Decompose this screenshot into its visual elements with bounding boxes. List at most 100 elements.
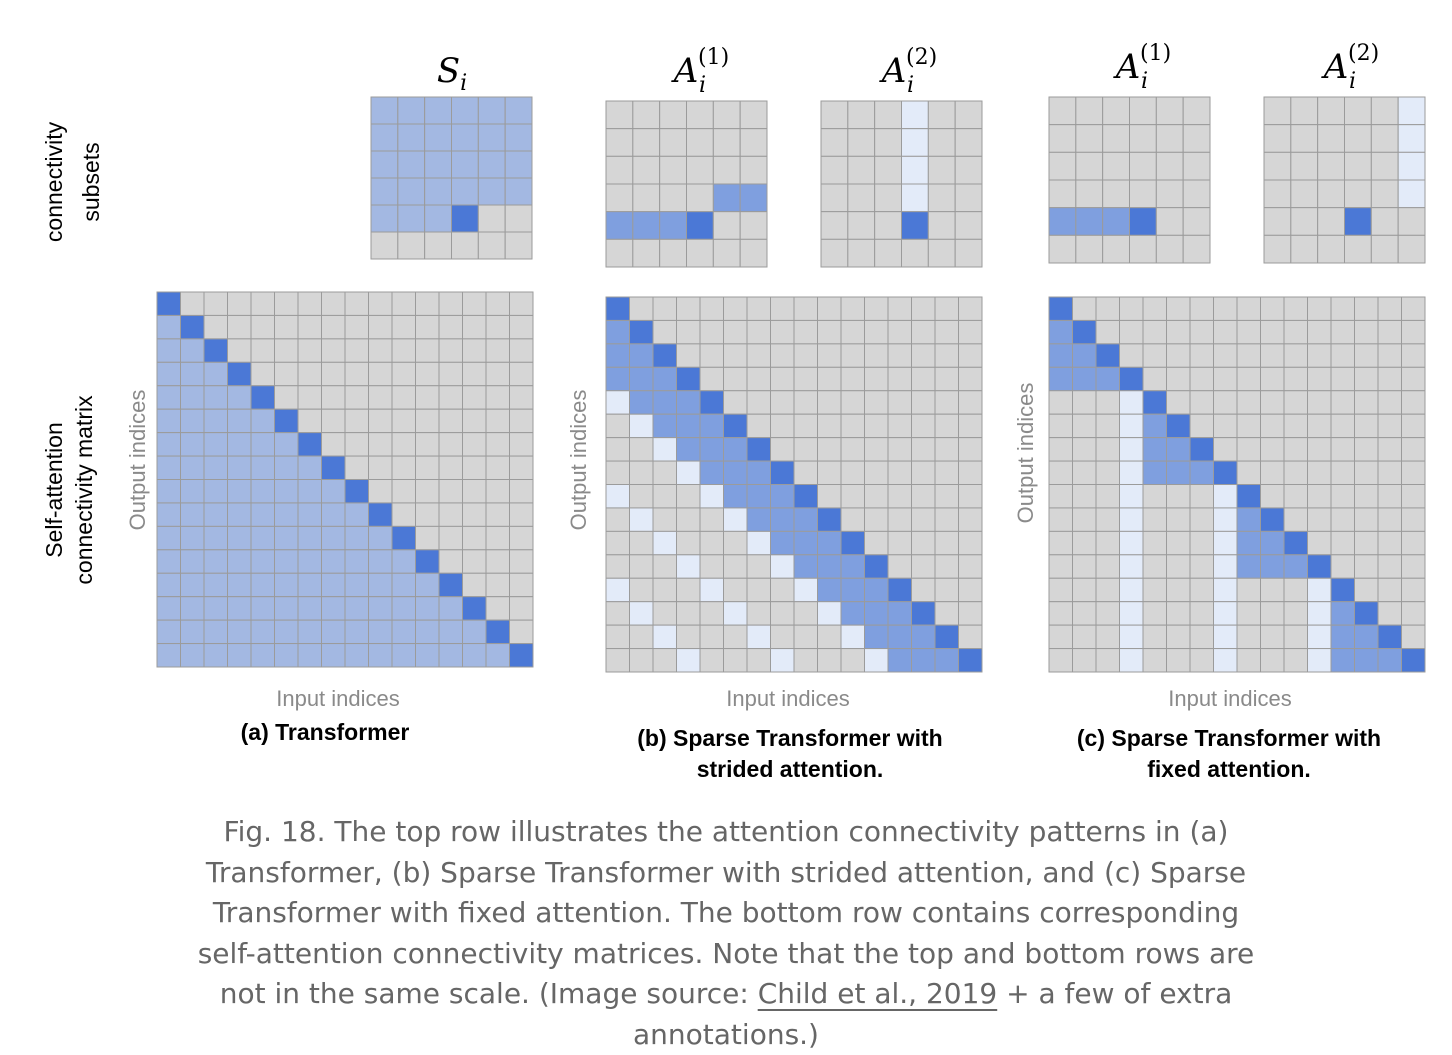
transformer-cell <box>391 525 416 551</box>
subset-strided-A1-cell <box>686 183 714 213</box>
strided-cell <box>770 390 795 415</box>
source-link[interactable]: Child et al., 2019 <box>757 977 998 1010</box>
subset-strided-A1-cell <box>632 128 661 157</box>
strided-cell <box>958 366 983 392</box>
subset-S-cell <box>504 231 533 260</box>
subset-strided-A1-cell <box>605 155 634 185</box>
transformer-cell <box>485 619 510 645</box>
transformer-cell <box>297 455 322 480</box>
fixed-cell <box>1307 624 1332 650</box>
fixed-cell <box>1166 624 1191 650</box>
transformer-cell <box>156 385 181 410</box>
fixed-cell <box>1142 437 1167 462</box>
subset-fixed-A2-cell <box>1344 151 1372 181</box>
strided-cell <box>723 296 748 321</box>
transformer-cell <box>227 549 252 574</box>
title-c-A2: A i (2) <box>1321 41 1379 94</box>
transformer-cell <box>227 291 252 316</box>
subset-fixed-A1-cell <box>1075 234 1104 264</box>
fixed-cell <box>1260 366 1285 392</box>
subset-S-cell <box>451 96 479 125</box>
subset-strided-A1-cell <box>739 128 768 157</box>
strided-cell <box>770 624 795 650</box>
fixed-cell <box>1236 343 1261 368</box>
strided-cell <box>723 577 748 603</box>
fixed-cell <box>1330 437 1355 462</box>
strided-cell <box>676 366 701 392</box>
transformer-cell <box>180 291 205 316</box>
subset-strided-A1-cell <box>659 100 687 130</box>
strided-cell <box>699 390 724 415</box>
subset-grid-S <box>370 96 533 260</box>
subset-S-cell <box>477 231 506 260</box>
transformer-cell <box>180 408 205 434</box>
strided-cell <box>629 390 654 415</box>
strided-cell <box>864 648 889 673</box>
transformer-cell <box>438 385 463 410</box>
subset-S-cell <box>451 177 479 206</box>
transformer-cell <box>203 314 228 340</box>
fixed-cell <box>1095 366 1120 392</box>
transformer-cell <box>297 432 322 457</box>
strided-cell <box>817 507 842 532</box>
fixed-cell <box>1072 577 1097 603</box>
strided-cell <box>793 460 818 485</box>
strided-cell <box>864 460 889 485</box>
subset-strided-A1-cell <box>686 211 714 240</box>
fixed-cell <box>1283 577 1308 603</box>
transformer-cell <box>297 572 322 598</box>
fixed-cell <box>1142 366 1167 392</box>
subset-strided-A2-cell <box>901 128 929 157</box>
subset-S-cell <box>504 96 533 125</box>
strided-cell <box>676 319 701 345</box>
fixed-cell <box>1166 507 1191 532</box>
strided-cell <box>605 507 630 532</box>
fixed-cell <box>1189 437 1214 462</box>
fixed-cell <box>1236 554 1261 579</box>
subset-strided-A1-cell <box>739 238 768 268</box>
subset-fixed-A2-cell <box>1290 151 1319 181</box>
strided-cell <box>676 437 701 462</box>
strided-cell <box>864 624 889 650</box>
fixed-cell <box>1377 530 1402 556</box>
transformer-cell <box>485 643 510 668</box>
title-c-A1-sup: (1) <box>1140 41 1171 66</box>
fixed-cell <box>1166 530 1191 556</box>
fixed-cell <box>1213 530 1238 556</box>
strided-cell <box>864 577 889 603</box>
fixed-cell <box>1048 601 1073 626</box>
subset-strided-A1-cell <box>605 183 634 213</box>
strided-cell <box>840 343 865 368</box>
transformer-cell <box>156 314 181 340</box>
subset-strided-A1-cell <box>686 238 714 268</box>
subset-fixed-A1-cell <box>1048 234 1077 264</box>
transformer-cell <box>368 338 393 363</box>
subset-S-cell <box>451 231 479 260</box>
fixed-cell <box>1307 296 1332 321</box>
fixed-cell <box>1119 530 1144 556</box>
fixed-cell <box>1283 390 1308 415</box>
fixed-cell <box>1260 507 1285 532</box>
strided-cell <box>676 507 701 532</box>
fixed-cell <box>1166 648 1191 673</box>
transformer-cell <box>321 596 346 621</box>
subset-strided-A2-cell <box>901 100 929 130</box>
strided-cell <box>934 460 959 485</box>
transformer-cell <box>509 596 534 621</box>
strided-cell <box>911 624 936 650</box>
strided-cell <box>911 648 936 673</box>
strided-cell <box>934 577 959 603</box>
strided-cell <box>911 366 936 392</box>
transformer-cell <box>321 455 346 480</box>
transformer-cell <box>438 525 463 551</box>
transformer-cell <box>227 502 252 527</box>
transformer-cell <box>297 314 322 340</box>
fixed-cell <box>1401 460 1426 485</box>
strided-cell <box>840 554 865 579</box>
transformer-cell <box>297 479 322 504</box>
transformer-cell <box>321 479 346 504</box>
fixed-cell <box>1330 554 1355 579</box>
subset-strided-A2-cell <box>927 211 956 240</box>
strided-cell <box>958 390 983 415</box>
transformer-cell <box>368 314 393 340</box>
